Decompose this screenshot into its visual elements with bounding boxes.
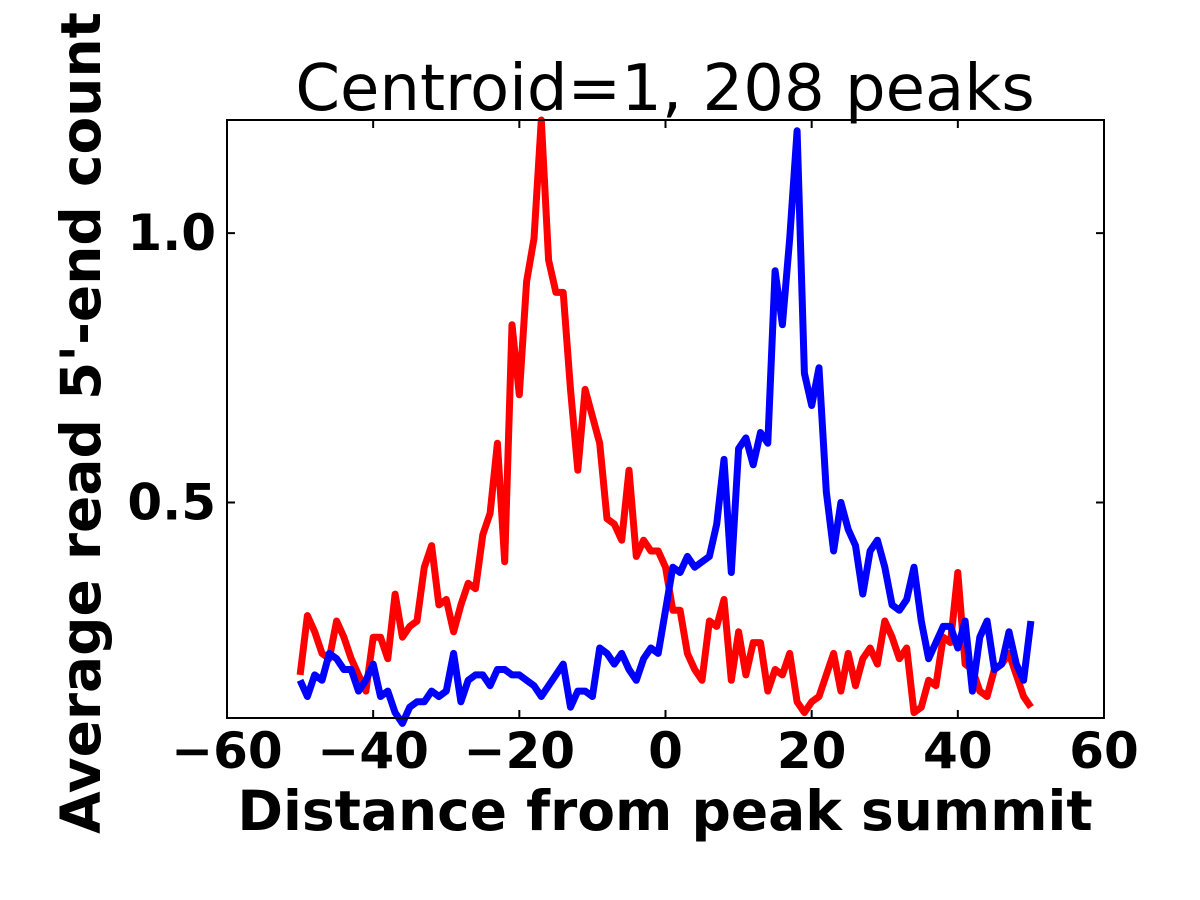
- x-axis-label: Distance from peak summit: [237, 779, 1092, 843]
- plot-frame: [226, 119, 1105, 719]
- series-line-2: [296, 127, 1035, 727]
- x-tick-label: −40: [317, 722, 428, 780]
- x-tick-label: −60: [171, 722, 282, 780]
- series-layer: [296, 116, 1035, 727]
- x-tick-label: 60: [1069, 722, 1139, 780]
- tick-layer: −60 −40 −20 0 20 40 60 0.5 1.0: [127, 120, 1139, 780]
- x-tick-label: 20: [777, 722, 847, 780]
- x-tick-label: −20: [464, 722, 575, 780]
- y-axis-label: Average read 5'-end count: [49, 12, 113, 834]
- y-tick-label: 1.0: [127, 204, 216, 262]
- chart-title: Centroid=1, 208 peaks: [295, 52, 1034, 126]
- x-tick-label: 0: [648, 722, 683, 780]
- series-line-1: [296, 116, 1034, 717]
- y-tick-label: 0.5: [127, 474, 216, 532]
- x-tick-label: 40: [923, 722, 993, 780]
